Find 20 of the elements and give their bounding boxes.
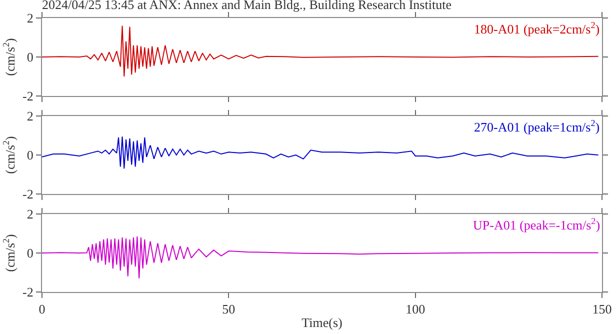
- x-tick-label: 100: [406, 302, 426, 317]
- y-tick-label: -2: [22, 88, 34, 104]
- line-series: [42, 236, 599, 279]
- y-tick-label: 0: [26, 148, 34, 163]
- y-tick-label: -2: [22, 284, 34, 300]
- y-tick-label: 2: [26, 10, 34, 26]
- x-tick-label: 50: [222, 302, 236, 317]
- y-tick-label: -2: [22, 186, 34, 202]
- x-tick-label: 150: [592, 302, 612, 317]
- annotation: 180-A01 (peak=2cm/s$^{2}$): [474, 20, 600, 36]
- line-series: [42, 136, 599, 170]
- x-tick-label: 0: [38, 302, 46, 317]
- annotation: 270-A01 (peak=1cm/s$^{2}$): [474, 118, 600, 134]
- x-axis-title: Time(s): [302, 315, 342, 330]
- y-tick-label: 2: [26, 108, 34, 124]
- y-tick-label: 0: [26, 50, 34, 65]
- chart-title: 2024/04/25 13:45 at ANX: Annex and Main Bldg., Building Research Institute: [42, 0, 452, 12]
- annotation: UP-A01 (peak=-1cm/s$^{2}$): [473, 216, 600, 232]
- y-tick-label: 0: [26, 246, 34, 261]
- y-tick-label: 2: [26, 206, 34, 222]
